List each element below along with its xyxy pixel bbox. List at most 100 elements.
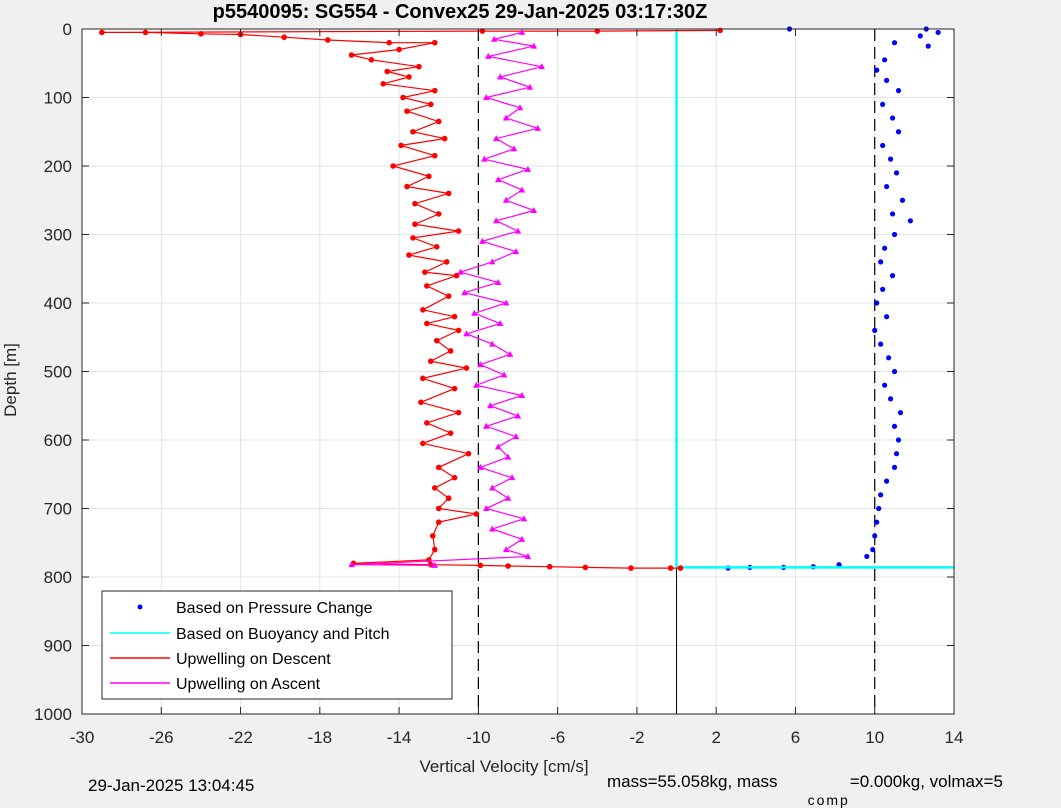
pressure-data-point xyxy=(872,533,878,539)
descent-data-point xyxy=(455,228,462,234)
pressure-data-point xyxy=(889,115,896,121)
descent-data-point xyxy=(410,235,416,241)
series-layer xyxy=(99,26,954,571)
y-tick-label: 0 xyxy=(63,20,72,39)
descent-data-point xyxy=(412,200,418,207)
pressure-data-point xyxy=(884,77,890,83)
x-tick-label: -6 xyxy=(550,728,565,747)
ascent-data-point xyxy=(457,268,464,275)
ascent-data-point xyxy=(518,535,526,542)
pressure-data-point xyxy=(878,341,884,347)
x-tick-label: -18 xyxy=(308,728,333,747)
pressure-data-point xyxy=(864,553,870,560)
ascent-data-point xyxy=(348,561,355,568)
pressure-data-point xyxy=(882,245,888,251)
ascent-data-point xyxy=(485,52,492,59)
y-tick-label: 400 xyxy=(44,294,72,313)
descent-data-point xyxy=(428,101,434,108)
legend-label-descent: Upwelling on Descent xyxy=(176,651,331,668)
x-tick-label: 10 xyxy=(865,728,884,747)
ascent-data-point xyxy=(512,248,520,255)
pressure-data-point xyxy=(925,43,931,49)
pressure-data-point xyxy=(884,478,890,484)
pressure-data-point xyxy=(878,492,884,498)
ascent-data-point xyxy=(494,176,502,183)
descent-data-point xyxy=(404,108,410,114)
descent-data-point xyxy=(416,63,422,70)
ascent-data-point xyxy=(518,28,526,35)
descent-data-point xyxy=(422,269,428,275)
series-line xyxy=(101,29,721,569)
descent-data-point xyxy=(443,259,450,265)
descent-data-point xyxy=(420,307,426,313)
ascent-data-point xyxy=(504,453,512,460)
ascent-data-point xyxy=(524,165,532,172)
pressure-data-point xyxy=(870,547,876,553)
pressure-data-point xyxy=(935,29,941,36)
ascent-data-point xyxy=(500,371,508,378)
descent-data-point xyxy=(324,37,331,43)
descent-data-point xyxy=(445,495,452,502)
descent-data-point xyxy=(348,52,355,58)
pressure-data-point xyxy=(891,368,898,375)
ascent-data-point xyxy=(477,463,484,470)
descent-data-point xyxy=(445,190,452,197)
ascent-data-point xyxy=(506,350,514,357)
descent-data-point xyxy=(435,211,442,217)
ascent-data-point xyxy=(502,299,510,306)
ascent-data-point xyxy=(502,196,510,203)
x-tick-label: -2 xyxy=(629,728,644,747)
descent-data-point xyxy=(420,375,426,382)
descent-data-point xyxy=(426,173,432,180)
axis-ticks: -30 -26 -22 -18 -14 -10 -6 -2 2 6 10 14010020030040… xyxy=(34,20,963,747)
descent-data-point xyxy=(505,563,511,569)
x-tick-label: 6 xyxy=(791,728,800,747)
descent-data-point xyxy=(410,128,416,135)
series-upwelling-on-descent xyxy=(99,27,723,571)
footer-mass-info: mass=55.058kg, mass comp=0.000kg, volmax=… xyxy=(607,772,1003,808)
series-based-on-buoyancy-and-pitch xyxy=(675,29,954,569)
descent-data-point xyxy=(398,142,404,149)
y-tick-label: 800 xyxy=(44,568,72,587)
descent-data-point xyxy=(396,46,402,53)
ascent-data-point xyxy=(481,155,488,162)
pressure-data-point xyxy=(889,211,896,217)
descent-data-point xyxy=(400,94,406,101)
descent-data-point xyxy=(390,163,396,169)
descent-data-point xyxy=(281,34,287,41)
ascent-data-point xyxy=(512,433,520,440)
y-tick-label: 100 xyxy=(44,89,72,108)
descent-data-point xyxy=(546,563,553,570)
descent-data-point xyxy=(582,564,589,571)
descent-data-point xyxy=(404,183,410,190)
descent-data-point xyxy=(431,152,438,159)
descent-data-point xyxy=(424,283,430,289)
descent-data-point xyxy=(406,74,412,80)
descent-data-point xyxy=(445,293,452,299)
descent-data-point xyxy=(477,562,484,569)
descent-data-point xyxy=(677,565,684,571)
descent-data-point xyxy=(455,409,462,416)
ascent-data-point xyxy=(431,561,438,568)
pressure-data-point xyxy=(887,156,894,162)
descent-data-point xyxy=(435,118,442,125)
ascent-data-point xyxy=(530,207,538,214)
ascent-data-point xyxy=(534,124,542,131)
pressure-data-point xyxy=(874,519,880,525)
ascent-data-point xyxy=(479,237,486,244)
y-tick-label: 200 xyxy=(44,157,72,176)
pressure-data-point xyxy=(874,300,880,306)
ascent-data-point xyxy=(520,515,528,522)
y-tick-label: 900 xyxy=(44,637,72,656)
descent-data-point xyxy=(429,533,436,539)
descent-data-point xyxy=(431,87,438,94)
ascent-data-point xyxy=(483,422,490,429)
legend: Based on Pressure Change Based on Buoyan… xyxy=(101,590,453,700)
pressure-data-point xyxy=(887,396,894,402)
pressure-data-point xyxy=(895,88,902,94)
pressure-data-point xyxy=(907,218,914,224)
y-tick-label: 500 xyxy=(44,363,72,382)
descent-data-point xyxy=(368,57,375,63)
pressure-data-point xyxy=(884,314,890,320)
ascent-data-point xyxy=(530,42,538,49)
